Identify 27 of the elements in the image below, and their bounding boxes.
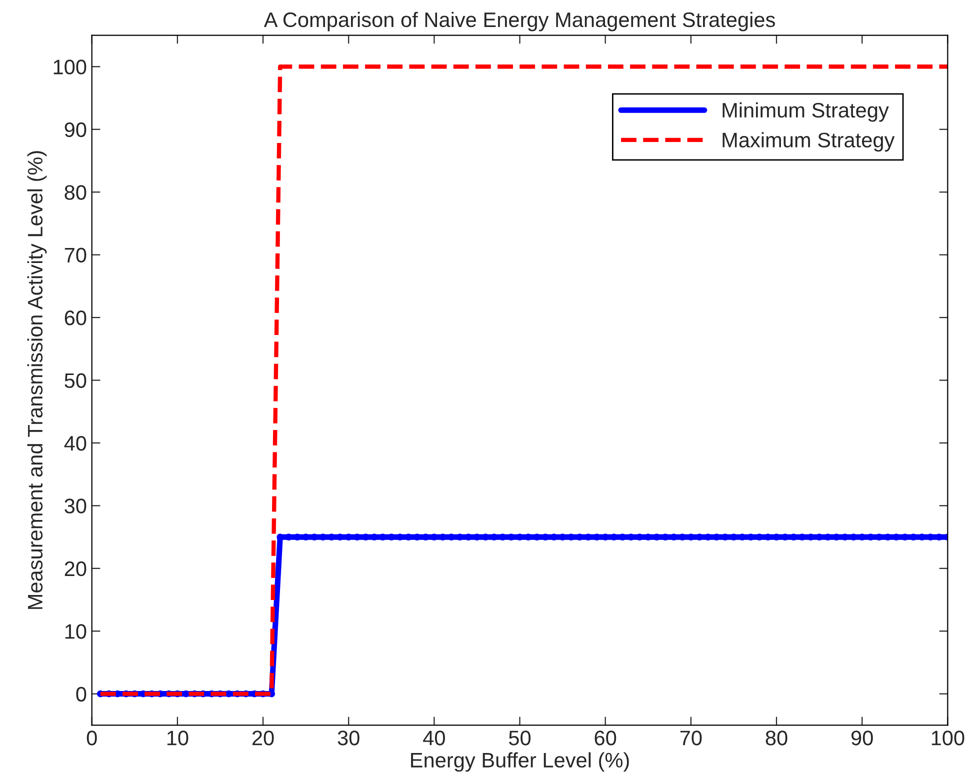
x-tick-label: 10 (167, 730, 188, 746)
x-axis-title: Energy Buffer Level (%) (411, 752, 629, 772)
y-tick-label: 70 (64, 248, 86, 263)
x-tick-label: 90 (851, 730, 873, 746)
y-tick-label: 20 (64, 561, 86, 576)
x-tick-label: 40 (423, 730, 445, 746)
x-tick-label: 60 (594, 730, 616, 746)
y-tick-label: 60 (64, 310, 86, 326)
legend-label: Minimum Strategy (722, 102, 889, 122)
x-tick-label: 70 (680, 730, 702, 746)
y-tick-label: 50 (64, 373, 86, 388)
y-tick-label: 80 (64, 185, 86, 200)
x-tick-label: 100 (932, 730, 964, 746)
y-tick-label: 30 (64, 498, 86, 514)
x-tick-label: 20 (252, 730, 274, 746)
x-tick-label: 50 (509, 730, 531, 746)
y-tick-label: 100 (54, 60, 86, 74)
x-tick-label: 80 (766, 730, 788, 746)
x-tick-label: 30 (338, 730, 360, 746)
x-tick-label: 0 (86, 730, 97, 746)
y-tick-label: 0 (76, 686, 86, 702)
y-axis-title: Measurement and Transmission Activity Level (%) (27, 151, 47, 609)
y-tick-label: 40 (64, 436, 86, 451)
chart-title: A Comparison of Naive Energy Management Strategies (264, 12, 775, 32)
y-tick-label: 90 (64, 122, 86, 138)
y-tick-label: 10 (65, 624, 86, 639)
legend-label: Maximum Strategy (722, 132, 895, 152)
